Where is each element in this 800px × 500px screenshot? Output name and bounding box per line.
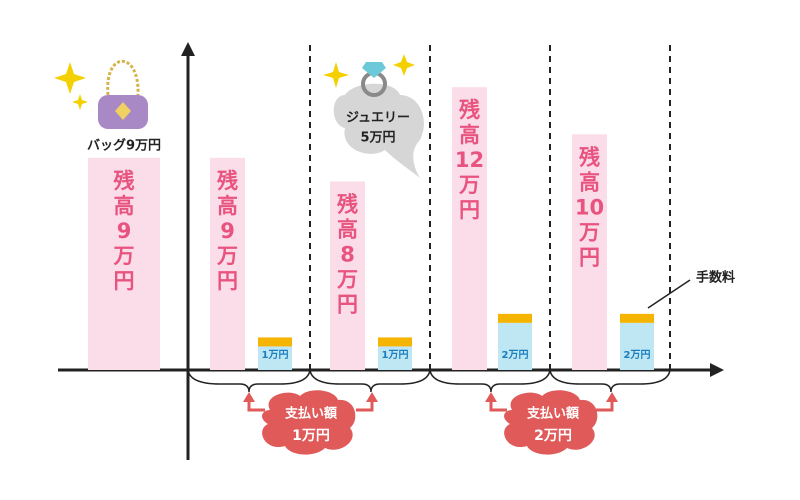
fee-bar xyxy=(378,337,412,347)
balance-bar xyxy=(330,181,365,370)
balance-label: 残 xyxy=(578,145,600,169)
bag-label: バッグ9万円 xyxy=(87,138,161,154)
fee-bar xyxy=(498,313,532,323)
balance-label: 8 xyxy=(340,242,355,266)
balance-label: 円 xyxy=(337,292,358,316)
balance-label: 万 xyxy=(458,173,480,197)
payment-arrows xyxy=(247,400,614,412)
payment-label: 2万円 xyxy=(502,349,529,361)
balance-label: 残 xyxy=(216,169,238,193)
payment-bar xyxy=(378,346,412,370)
payment-note: 支払い額 xyxy=(527,406,580,422)
clouds xyxy=(262,390,598,455)
balance-label: 残 xyxy=(458,98,480,122)
balance-label: 円 xyxy=(459,198,480,222)
payment-note-amount: 1万円 xyxy=(292,428,330,444)
balance-label: 12 xyxy=(455,148,484,172)
balance-label: 円 xyxy=(579,245,600,269)
balance-label: 10 xyxy=(575,195,604,219)
balance-label: 万 xyxy=(578,220,600,244)
fee-bar xyxy=(258,337,292,347)
balance-bar xyxy=(88,157,160,370)
payment-label: 2万円 xyxy=(624,349,651,361)
balance-label: 残 xyxy=(113,169,135,193)
payment-bar xyxy=(258,346,292,370)
balance-label: 円 xyxy=(217,269,238,293)
balance-bar xyxy=(452,87,487,371)
jewelry-price: 5万円 xyxy=(360,131,395,146)
balance-label: 残 xyxy=(336,192,358,216)
balance-label: 高 xyxy=(579,170,600,194)
sparkles xyxy=(54,54,415,110)
balance-label: 9 xyxy=(117,219,132,243)
balance-bar xyxy=(572,134,607,370)
braces xyxy=(187,369,671,393)
payment-label: 1万円 xyxy=(382,349,409,361)
balance-label: 万 xyxy=(216,244,238,268)
balance-label: 高 xyxy=(217,194,238,218)
fee-pointer xyxy=(647,279,691,309)
jewelry-label: ジュエリー xyxy=(346,111,410,126)
balance-label: 万 xyxy=(336,267,358,291)
balance-bar xyxy=(210,157,245,370)
balance-label: 高 xyxy=(337,217,358,241)
bag-icon xyxy=(98,59,148,129)
balance-label: 高 xyxy=(459,123,480,147)
balance-label: 高 xyxy=(114,194,135,218)
balance-label: 円 xyxy=(114,269,135,293)
payment-label: 1万円 xyxy=(262,349,289,361)
payment-note: 支払い額 xyxy=(285,406,338,422)
balance-label: 9 xyxy=(220,219,235,243)
fee-bar xyxy=(620,313,654,323)
payment-bar xyxy=(498,322,532,370)
fee-label: 手数料 xyxy=(696,270,735,286)
balance-label: 万 xyxy=(113,244,135,268)
payment-bar xyxy=(620,322,654,370)
jewelry-bubble xyxy=(333,62,424,178)
arrow-heads xyxy=(243,392,618,402)
payment-note-amount: 2万円 xyxy=(534,428,572,444)
